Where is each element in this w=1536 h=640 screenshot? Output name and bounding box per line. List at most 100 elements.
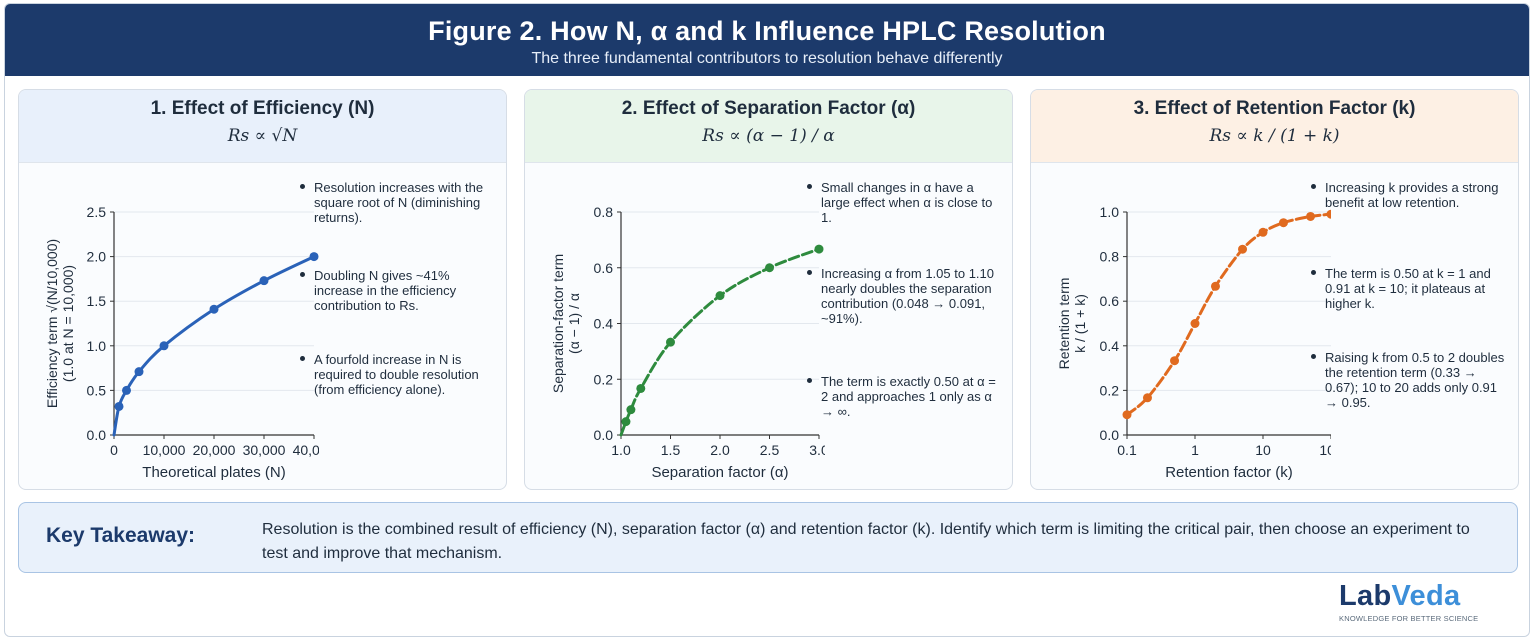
data-point	[1278, 218, 1288, 228]
y-tick-label: 0.0	[1100, 427, 1120, 443]
data-point	[134, 367, 144, 377]
efficiency-note-1: Resolution increases with the square roo…	[300, 180, 490, 225]
data-point	[765, 263, 774, 273]
retention-chart: 0.0 0.2 0.4 0.6 0.8 1.0 0.1 1 10 100 Retention fac…	[1056, 204, 1331, 481]
data-point	[626, 405, 636, 415]
efficiency-note-2: Doubling N gives ~41% increase in the ef…	[300, 268, 490, 313]
data-point	[1258, 227, 1268, 237]
y-tick-label: 2.0	[87, 249, 107, 265]
panel-separation-title: 2. Effect of Separation Factor (α)	[621, 98, 916, 119]
y-axis-label: (α − 1) / α	[566, 293, 582, 354]
retention-note-2: The term is 0.50 at k = 1 and 0.91 at k …	[1311, 266, 1506, 311]
panel-efficiency-notes: Resolution increases with the square roo…	[300, 180, 490, 420]
y-axis-label: Efficiency term √(N/10,000)	[44, 239, 60, 408]
data-point	[1142, 393, 1152, 403]
data-point	[1170, 356, 1180, 366]
retention-note-1: Increasing k provides a strong benefit a…	[1311, 180, 1506, 210]
x-tick-label: 30,000	[243, 442, 286, 458]
x-tick-label: 2.0	[710, 442, 730, 458]
x-tick-label: 1	[1191, 442, 1199, 458]
x-tick-label: 1.5	[661, 442, 681, 458]
data-point	[1210, 281, 1220, 291]
x-axis-label: Separation factor (α)	[651, 464, 788, 481]
panel-separation-header: 2. Effect of Separation Factor (α) Rs ∝ …	[525, 90, 1012, 163]
data-point	[1306, 211, 1316, 221]
panel-efficiency-formula: Rs ∝ √N	[227, 126, 298, 146]
data-point	[715, 291, 725, 301]
figure-subtitle: The three fundamental contributors to re…	[531, 50, 1003, 67]
y-tick-label: 1.5	[87, 293, 107, 309]
series-line	[1125, 212, 1331, 417]
retention-note-3: Raising k from 0.5 to 2 doubles the rete…	[1311, 350, 1506, 410]
panel-efficiency-title: 1. Effect of Efficiency (N)	[150, 98, 375, 119]
x-axis-label: Theoretical plates (N)	[142, 464, 285, 481]
data-point	[1190, 319, 1200, 328]
y-tick-label: 0.2	[1100, 382, 1120, 398]
data-point	[1326, 209, 1331, 219]
y-tick-label: 0.8	[594, 204, 614, 220]
x-axis-label: Retention factor (k)	[1165, 464, 1293, 481]
figure-header: Figure 2. How N, α and k Influence HPLC …	[5, 4, 1529, 76]
panel-efficiency-header: 1. Effect of Efficiency (N) Rs ∝ √N	[19, 90, 506, 163]
data-point	[259, 276, 269, 286]
separation-note-2: Increasing α from 1.05 to 1.10 nearly do…	[807, 266, 997, 326]
panel-retention-notes: Increasing k provides a strong benefit a…	[1311, 180, 1506, 420]
x-tick-label: 40,000	[293, 442, 319, 458]
logo-part-veda: Veda	[1391, 580, 1461, 612]
data-point	[122, 385, 131, 395]
x-tick-label: 0	[110, 442, 118, 458]
labveda-logo: LabVeda KNOWLEDGE FOR BETTER SCIENCE	[1339, 580, 1489, 623]
x-tick-label: 20,000	[193, 442, 236, 458]
y-axis-label: k / (1 + k)	[1072, 294, 1088, 353]
data-point	[209, 304, 219, 314]
data-point	[1122, 410, 1132, 420]
x-tick-label: 3.0	[809, 442, 825, 458]
logo-wordmark: LabVeda	[1339, 580, 1489, 613]
y-axis-label: Retention term	[1056, 278, 1072, 370]
separation-note-3: The term is exactly 0.50 at α = 2 and ap…	[807, 374, 997, 419]
efficiency-chart: 0.0 0.5 1.0 1.5 2.0 2.5 0 10,000 20,000 30,000 40,…	[44, 204, 319, 481]
separation-note-1: Small changes in α have a large effect w…	[807, 180, 997, 225]
data-point	[621, 417, 631, 427]
x-tick-label: 10,000	[143, 442, 186, 458]
y-axis-label: (1.0 at N = 10,000)	[60, 265, 76, 382]
series-line	[619, 247, 821, 437]
efficiency-note-3: A fourfold increase in N is required to …	[300, 352, 490, 397]
x-tick-label: 100	[1319, 442, 1331, 458]
data-point	[636, 383, 646, 393]
key-takeaway-box: Key Takeaway: Resolution is the combined…	[18, 502, 1518, 573]
y-tick-label: 0.8	[1100, 249, 1120, 265]
data-point	[114, 401, 124, 411]
x-tick-label: 10	[1255, 442, 1271, 458]
panel-retention-title: 3. Effect of Retention Factor (k)	[1133, 98, 1416, 119]
data-point	[309, 252, 319, 262]
panel-separation-formula: Rs ∝ (α − 1) / α	[702, 126, 835, 146]
y-tick-label: 2.5	[87, 204, 107, 220]
logo-part-lab: Lab	[1339, 580, 1392, 612]
logo-tagline: KNOWLEDGE FOR BETTER SCIENCE	[1339, 614, 1479, 623]
data-point	[814, 244, 824, 254]
y-tick-label: 0.0	[87, 427, 107, 443]
x-tick-label: 1.0	[611, 442, 631, 458]
figure-title: Figure 2. How N, α and k Influence HPLC …	[428, 16, 1106, 46]
y-tick-label: 0.5	[87, 382, 107, 398]
y-tick-label: 0.2	[594, 371, 614, 387]
key-takeaway-text: Resolution is the combined result of eff…	[262, 521, 1470, 562]
x-tick-label: 2.5	[760, 442, 780, 458]
y-tick-label: 0.6	[594, 260, 614, 276]
y-tick-label: 0.6	[1100, 293, 1120, 309]
panel-separation: 2. Effect of Separation Factor (α) Rs ∝ …	[524, 89, 1013, 490]
y-tick-label: 1.0	[1100, 204, 1120, 220]
panel-efficiency: 1. Effect of Efficiency (N) Rs ∝ √N 0.0 0…	[18, 89, 507, 490]
data-point	[1238, 244, 1248, 254]
panel-separation-notes: Small changes in α have a large effect w…	[807, 180, 997, 420]
y-tick-label: 0.4	[594, 316, 614, 332]
y-tick-label: 1.0	[87, 338, 107, 354]
y-tick-label: 0.4	[1100, 338, 1120, 354]
panel-retention-formula: Rs ∝ k / (1 + k)	[1209, 126, 1340, 146]
x-tick-label: 0.1	[1117, 442, 1137, 458]
data-point	[666, 337, 675, 347]
panel-retention: 3. Effect of Retention Factor (k) Rs ∝ k…	[1030, 89, 1519, 490]
y-axis-label: Separation-factor term	[550, 254, 566, 393]
y-tick-label: 0.0	[594, 427, 614, 443]
